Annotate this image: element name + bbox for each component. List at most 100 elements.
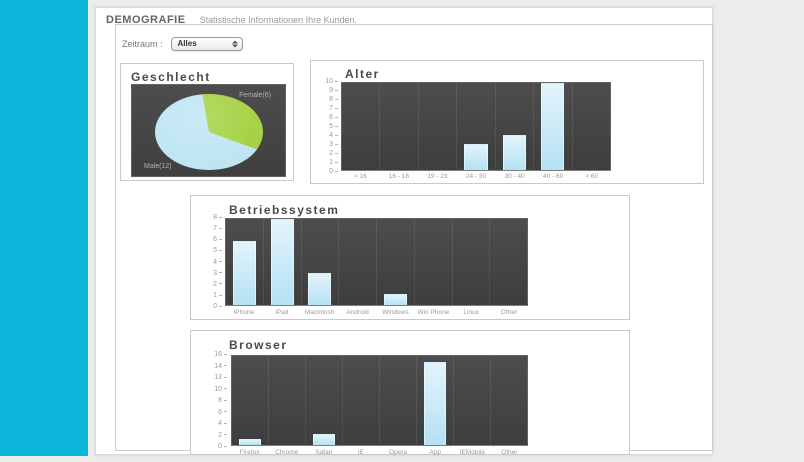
x-tick-label: iPad (275, 309, 289, 316)
x-tick-label: 19 - 23 (427, 173, 448, 180)
app-subtitle: Statistische Informationen Ihre Kunden. (199, 15, 358, 25)
chart-column (306, 356, 343, 445)
y-tick-label: 2 (197, 432, 227, 439)
up-down-stepper-icon (231, 40, 238, 48)
chart-column (453, 219, 491, 305)
left-accent-sidebar (0, 0, 88, 456)
y-tick-label: 0 (195, 303, 222, 310)
chart-column (534, 83, 573, 170)
app-title: DEMOGRAFIE (106, 14, 186, 26)
bar-24-30 (464, 143, 488, 170)
dashboard-panel: Zeitraum : Alles Geschlecht Female(6) Ma… (115, 24, 713, 456)
main-page: DEMOGRAFIE Statistische Informationen Ih… (95, 7, 713, 456)
age-chart-y-axis: 10 9 8 7 6 5 4 3 2 1 0 (311, 78, 338, 175)
bar-firefox (238, 439, 262, 445)
timeframe-dropdown[interactable]: Alles (170, 37, 243, 51)
os-chart-title: Betriebssystem (229, 203, 340, 217)
x-tick-label: Other (500, 309, 518, 316)
y-tick-label: 0 (197, 443, 227, 450)
chart-column (226, 219, 264, 305)
y-tick-label: 5 (311, 123, 338, 130)
browser-chart-plot (231, 355, 528, 446)
y-tick-label: 2 (195, 281, 222, 288)
x-tick-label: Safari (315, 449, 333, 456)
os-chart-y-axis: 8 7 6 5 4 3 2 1 0 (195, 214, 222, 310)
y-tick-label: 12 (197, 374, 227, 381)
chart-column (342, 83, 381, 170)
y-tick-label: 10 (311, 78, 338, 85)
x-tick-label: Windows (382, 309, 409, 316)
y-tick-label: 2 (311, 150, 338, 157)
os-chart-plot (225, 218, 528, 306)
y-tick-label: 4 (311, 132, 338, 139)
y-tick-label: 16 (197, 351, 227, 358)
bar-app (423, 361, 447, 445)
bar-safari (312, 433, 336, 445)
x-tick-label: > 60 (585, 173, 599, 180)
y-tick-label: 8 (197, 397, 227, 404)
chart-column (339, 219, 377, 305)
chart-column (454, 356, 491, 445)
y-tick-label: 6 (195, 236, 222, 243)
y-tick-label: 3 (311, 141, 338, 148)
chart-column (264, 219, 302, 305)
pie-label-female: Female(6) (239, 92, 271, 99)
chart-column (419, 83, 458, 170)
age-chart-title: Alter (345, 67, 380, 81)
bar-windows (383, 294, 407, 305)
browser-chart-x-axis: Firefox Chrome Safari IE Opera App IEMobile Oth… (231, 449, 528, 458)
y-tick-label: 6 (311, 114, 338, 121)
y-tick-label: 6 (197, 409, 227, 416)
y-tick-label: 3 (195, 270, 222, 277)
os-chart-panel: Betriebssystem 8 7 6 5 4 3 2 1 0 iPhone iPad Macin… (190, 195, 630, 320)
x-tick-label: 24 - 30 (465, 173, 487, 180)
os-chart-x-axis: iPhone iPad Macintosh Android Windows Win Pho… (225, 309, 528, 318)
gender-chart-title: Geschlecht (131, 70, 211, 84)
chart-column (232, 356, 269, 445)
x-tick-label: Win Phone (417, 309, 450, 316)
age-chart-panel: Alter 10 9 8 7 6 5 4 3 2 1 0 < 16 16 - 18 19 - 23 24 … (310, 60, 704, 184)
chart-column (343, 356, 380, 445)
browser-chart-y-axis: 16 14 12 10 8 6 4 2 0 (197, 351, 227, 450)
y-tick-label: 1 (311, 159, 338, 166)
bar-30-40 (502, 135, 526, 170)
chart-column (573, 83, 610, 170)
gender-chart-panel: Geschlecht Female(6) Male(12) (120, 63, 294, 181)
x-tick-label: Other (501, 449, 518, 456)
chart-column (415, 219, 453, 305)
chart-column (490, 219, 527, 305)
timeframe-label: Zeitraum : (122, 39, 163, 49)
browser-chart-panel: Browser 16 14 12 10 8 6 4 2 0 Firefox Chrome Safar… (190, 330, 630, 458)
x-tick-label: IE (357, 449, 365, 456)
x-tick-label: Opera (389, 449, 408, 456)
timeframe-selected-value: Alles (177, 39, 197, 48)
x-tick-label: App (429, 449, 441, 456)
x-tick-label: Android (346, 309, 369, 316)
chart-column (491, 356, 527, 445)
x-tick-label: 30 - 40 (504, 173, 525, 180)
chart-column (380, 83, 419, 170)
y-tick-label: 1 (195, 292, 222, 299)
bar-40-60 (541, 83, 565, 170)
y-tick-label: 9 (311, 87, 338, 94)
y-tick-label: 5 (195, 247, 222, 254)
age-chart-plot (341, 82, 611, 171)
x-tick-label: Macintosh (304, 309, 335, 316)
x-tick-label: iPhone (233, 309, 255, 316)
pie-label-male: Male(12) (144, 163, 172, 170)
chart-column (269, 356, 306, 445)
y-tick-label: 14 (197, 363, 227, 370)
age-chart-x-axis: < 16 16 - 18 19 - 23 24 - 30 30 - 40 40 - 60 >… (341, 173, 611, 182)
y-tick-label: 0 (311, 168, 338, 175)
y-tick-label: 7 (195, 225, 222, 232)
gender-chart-area: Female(6) Male(12) (131, 84, 286, 177)
x-tick-label: 16 - 18 (388, 173, 409, 180)
gender-pie (155, 94, 263, 170)
x-tick-label: Firefox (239, 449, 260, 456)
bar-macintosh (308, 272, 332, 305)
chart-column (377, 219, 415, 305)
bar-iphone (232, 240, 256, 305)
bar-ipad (270, 219, 294, 305)
x-tick-label: < 16 (353, 173, 367, 180)
